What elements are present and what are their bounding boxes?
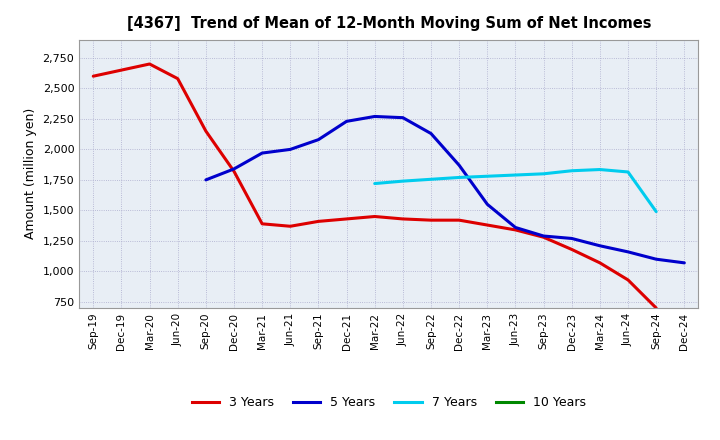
Line: 7 Years: 7 Years — [374, 169, 656, 212]
3 Years — [624, 277, 632, 282]
3 Years — [595, 260, 604, 265]
5 Years — [483, 202, 492, 207]
Line: 5 Years: 5 Years — [206, 117, 684, 263]
7 Years — [455, 175, 464, 180]
Line: 3 Years: 3 Years — [94, 64, 656, 308]
3 Years — [652, 305, 660, 311]
7 Years — [595, 167, 604, 172]
5 Years — [680, 260, 688, 265]
5 Years — [399, 115, 408, 120]
Y-axis label: Amount (million yen): Amount (million yen) — [24, 108, 37, 239]
7 Years — [567, 168, 576, 173]
3 Years — [399, 216, 408, 222]
7 Years — [399, 179, 408, 184]
5 Years — [230, 166, 238, 172]
5 Years — [511, 225, 520, 230]
5 Years — [624, 249, 632, 254]
5 Years — [202, 177, 210, 183]
7 Years — [652, 209, 660, 214]
7 Years — [370, 181, 379, 186]
3 Years — [89, 73, 98, 79]
3 Years — [202, 128, 210, 134]
5 Years — [652, 257, 660, 262]
3 Years — [455, 217, 464, 223]
5 Years — [595, 243, 604, 249]
7 Years — [624, 169, 632, 175]
3 Years — [174, 76, 182, 81]
3 Years — [370, 214, 379, 219]
Legend: 3 Years, 5 Years, 7 Years, 10 Years: 3 Years, 5 Years, 7 Years, 10 Years — [186, 392, 591, 414]
5 Years — [258, 150, 266, 156]
5 Years — [455, 163, 464, 168]
5 Years — [286, 147, 294, 152]
Title: [4367]  Trend of Mean of 12-Month Moving Sum of Net Incomes: [4367] Trend of Mean of 12-Month Moving … — [127, 16, 651, 32]
3 Years — [539, 235, 548, 240]
7 Years — [427, 176, 436, 182]
3 Years — [145, 61, 154, 66]
3 Years — [342, 216, 351, 222]
5 Years — [314, 137, 323, 142]
3 Years — [483, 222, 492, 227]
7 Years — [483, 174, 492, 179]
3 Years — [511, 227, 520, 233]
5 Years — [370, 114, 379, 119]
3 Years — [286, 224, 294, 229]
3 Years — [567, 247, 576, 252]
3 Years — [230, 169, 238, 174]
3 Years — [314, 219, 323, 224]
7 Years — [511, 172, 520, 178]
5 Years — [427, 131, 436, 136]
3 Years — [117, 67, 126, 73]
3 Years — [258, 221, 266, 227]
5 Years — [539, 233, 548, 238]
3 Years — [427, 217, 436, 223]
7 Years — [539, 171, 548, 176]
5 Years — [342, 119, 351, 124]
5 Years — [567, 236, 576, 241]
